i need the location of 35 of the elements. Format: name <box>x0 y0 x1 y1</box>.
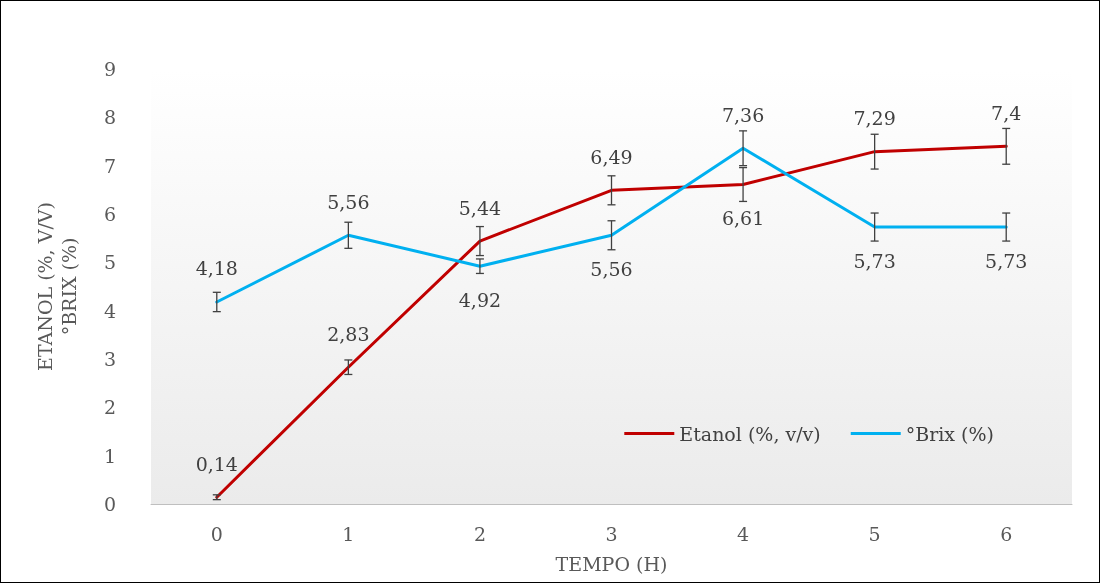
y-tick-label: 4 <box>103 299 116 322</box>
data-label: 5,73 <box>985 249 1028 272</box>
data-label: 6,61 <box>721 207 765 230</box>
y-tick-label: 0 <box>103 493 116 515</box>
data-label: 5,44 <box>458 196 502 219</box>
data-label: 0,14 <box>195 452 238 475</box>
data-label: 4,18 <box>195 257 238 280</box>
x-tick-label: 0 <box>210 522 223 545</box>
data-label: 6,49 <box>590 145 633 168</box>
x-tick-label: 4 <box>737 522 750 545</box>
data-label: 7,29 <box>853 107 896 130</box>
y-tick-label: 5 <box>103 251 116 274</box>
data-label: 7,4 <box>991 101 1022 124</box>
legend-label: °Brix (%) <box>905 422 995 445</box>
x-tick-label: 2 <box>473 522 486 545</box>
legend-label: Etanol (%, v/v) <box>679 422 821 445</box>
y-tick-label: 1 <box>103 444 116 467</box>
y-tick-label: 8 <box>103 106 116 129</box>
x-tick-label: 3 <box>605 522 618 545</box>
y-tick-label: 9 <box>103 58 116 80</box>
y-tick-label: 7 <box>103 154 116 177</box>
data-label: 4,92 <box>458 288 502 311</box>
data-label: 2,83 <box>327 322 370 345</box>
y-axis-title: ETANOL (%, V/V) °BRIX (%) <box>34 202 80 371</box>
data-label: 5,56 <box>590 257 633 280</box>
x-tick-label: 5 <box>868 522 881 545</box>
data-label: 5,56 <box>327 190 370 213</box>
y-tick-label: 6 <box>103 203 116 225</box>
data-label: 5,73 <box>853 249 896 272</box>
x-axis-title: TEMPO (H) <box>555 552 668 575</box>
y-tick-label: 3 <box>103 348 116 370</box>
y-tick-label: 2 <box>103 396 116 419</box>
x-tick-label: 1 <box>342 522 355 545</box>
data-label: 7,36 <box>721 103 765 126</box>
x-tick-label: 6 <box>1000 522 1013 545</box>
